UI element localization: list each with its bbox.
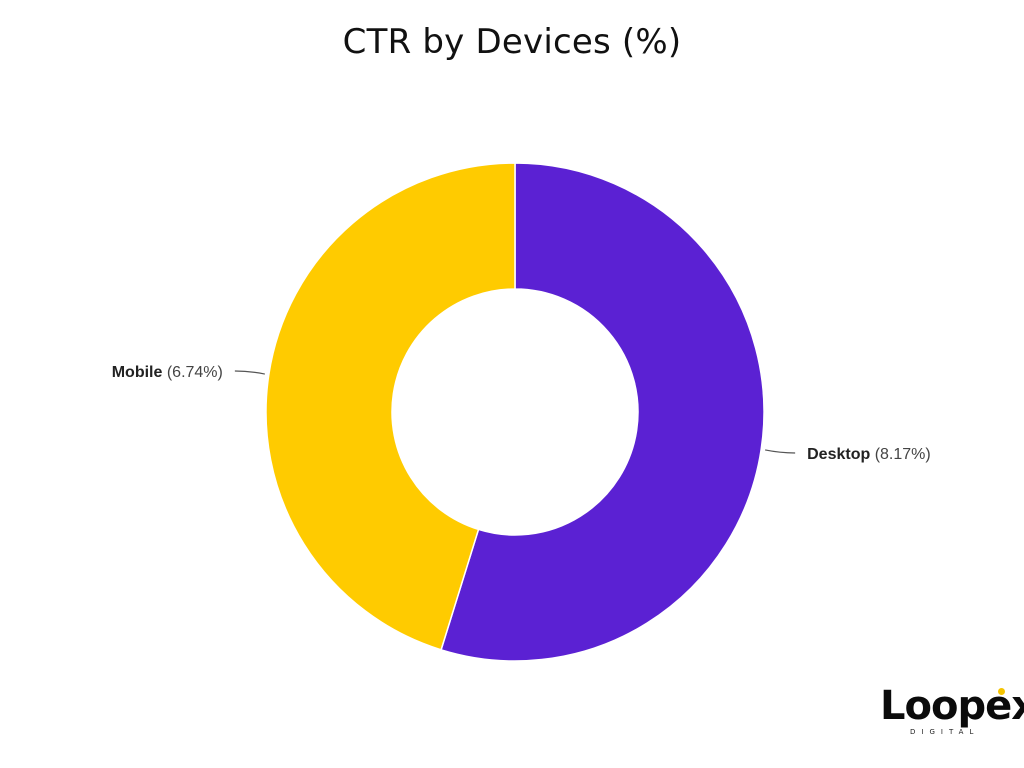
slice-label-value: (8.17%) [870,446,930,463]
logo-accent-dot [998,688,1005,695]
slice-desktop [440,162,765,662]
slice-mobile [265,162,516,651]
leader-line-mobile [234,370,265,375]
slice-label-name: Desktop [807,446,870,463]
logo-tagline: DIGITAL [910,728,980,736]
slice-label-desktop: Desktop (8.17%) [807,446,931,463]
chart-title: CTR by Devices (%) [342,22,682,62]
slice-labels: Desktop (8.17%) Mobile (6.74%) [112,364,931,463]
loopex-logo: Loopex DIGITAL [880,684,1024,744]
leader-line-desktop [765,449,796,454]
slice-label-mobile: Mobile (6.74%) [112,364,223,381]
donut-slices [265,162,765,662]
slice-label-name: Mobile [112,364,163,381]
slice-label-value: (6.74%) [162,364,222,381]
